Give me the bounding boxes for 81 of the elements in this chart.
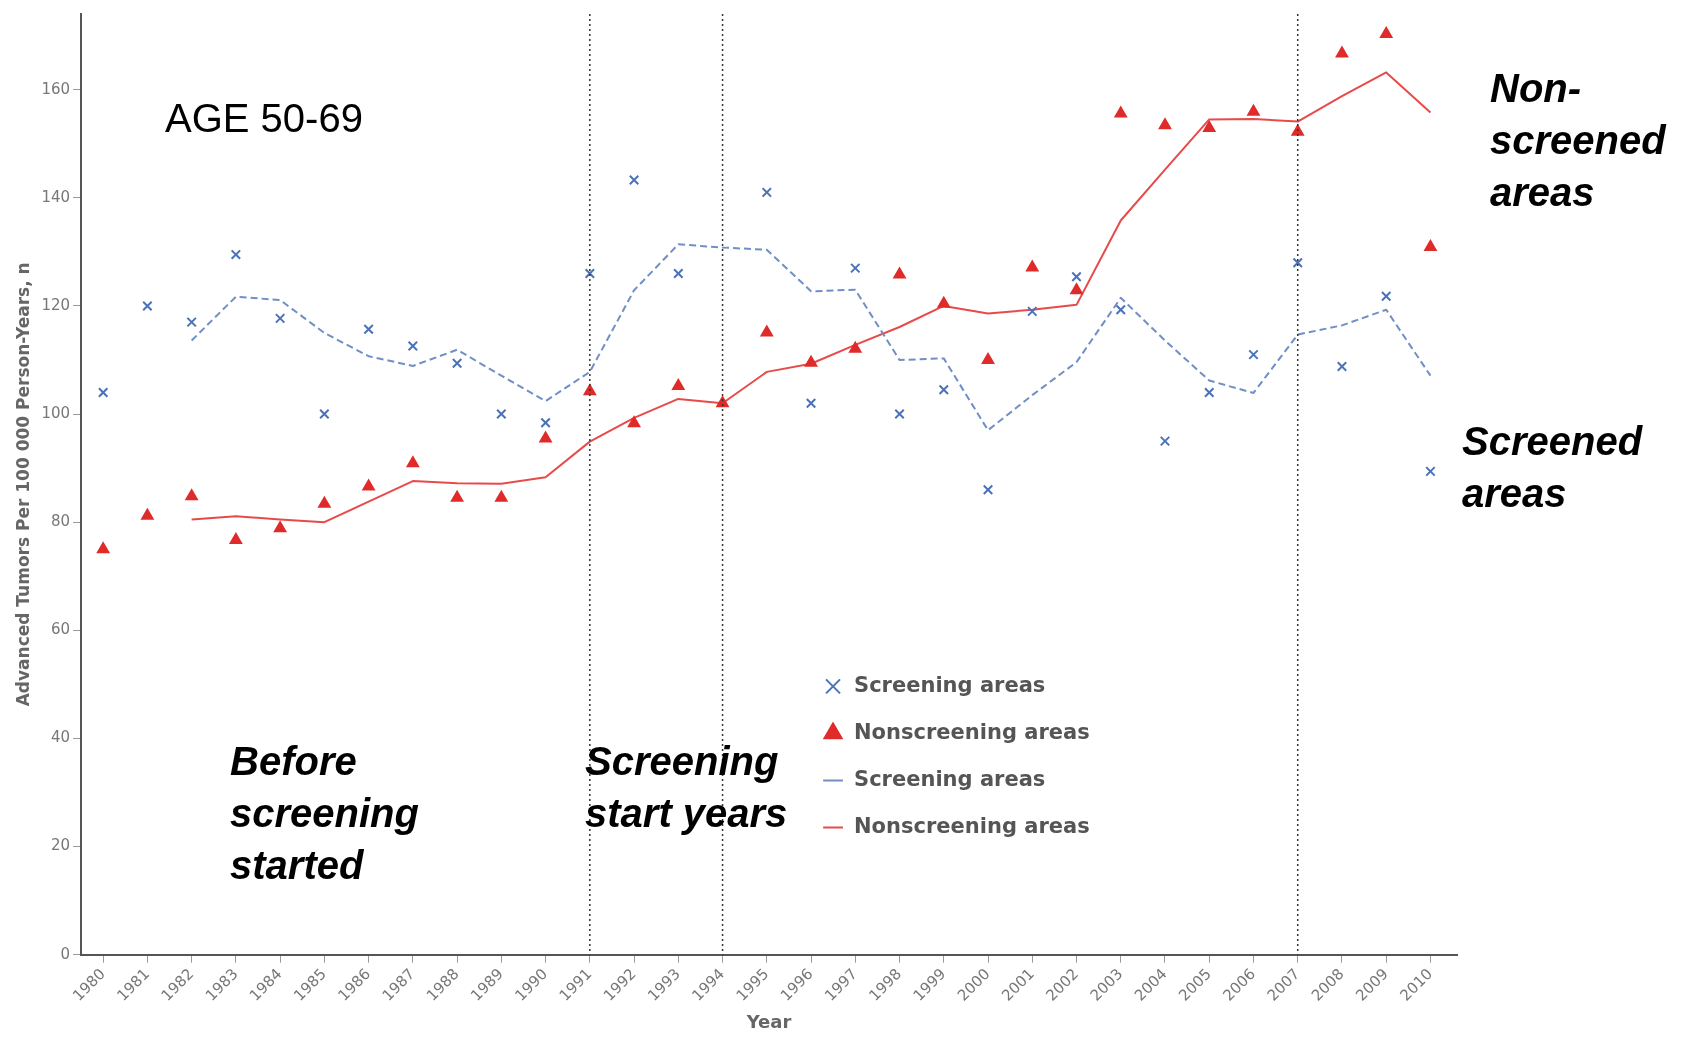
legend-label: Screening areas <box>854 672 1046 697</box>
point <box>1292 257 1303 268</box>
point <box>1159 435 1171 447</box>
point <box>893 267 906 279</box>
legend-label: Screening areas <box>854 766 1046 791</box>
point <box>760 325 773 337</box>
point <box>97 387 109 398</box>
point <box>142 300 153 312</box>
point <box>761 187 773 198</box>
annotation: Screening start years <box>585 738 789 837</box>
y-axis-title: Advanced Tumors Per 100 000 Person-Years, n <box>12 262 33 707</box>
point <box>1026 260 1039 272</box>
point <box>1027 306 1038 317</box>
point <box>1071 271 1082 282</box>
point <box>849 341 862 353</box>
point <box>1291 124 1304 136</box>
y-tick-label: 100 <box>41 403 71 422</box>
point <box>1424 240 1437 252</box>
point <box>981 353 995 364</box>
annotation: Before screening started <box>230 738 420 889</box>
point <box>96 542 110 554</box>
point <box>804 355 818 367</box>
y-tick-label: 60 <box>50 620 71 639</box>
point <box>406 456 420 468</box>
legend-label: Nonscreening areas <box>854 719 1090 744</box>
point <box>1114 106 1127 118</box>
point <box>318 496 331 508</box>
point <box>450 490 464 502</box>
point <box>363 323 374 335</box>
point <box>319 408 330 420</box>
point <box>1158 118 1172 130</box>
y-tick-label: 160 <box>41 79 71 98</box>
point <box>584 268 596 279</box>
point <box>673 268 684 279</box>
point <box>1336 361 1348 372</box>
point <box>982 484 994 495</box>
line-series <box>190 243 1432 432</box>
point <box>496 408 507 420</box>
point <box>1335 46 1349 58</box>
point <box>937 296 950 308</box>
y-tick-label: 140 <box>41 187 71 206</box>
point <box>540 417 551 428</box>
legend-label: Nonscreening areas <box>854 813 1090 838</box>
y-tick-label: 20 <box>50 836 71 855</box>
point <box>628 174 640 186</box>
point <box>229 533 243 545</box>
point <box>938 384 950 395</box>
point <box>407 340 419 352</box>
point <box>672 378 685 390</box>
point <box>850 262 861 274</box>
point <box>186 316 197 328</box>
point <box>539 431 552 443</box>
point <box>185 489 198 501</box>
annotation: AGE 50-69 <box>165 95 363 142</box>
point <box>451 358 463 369</box>
point <box>495 490 508 502</box>
y-tick-label: 40 <box>50 728 71 747</box>
point <box>1203 387 1215 398</box>
point <box>1247 104 1260 116</box>
point <box>274 313 286 324</box>
point <box>141 508 154 520</box>
y-tick-label: 0 <box>60 944 71 963</box>
point <box>894 408 905 420</box>
point <box>1203 121 1216 133</box>
text: Screened areas <box>1462 418 1644 517</box>
point <box>627 416 641 428</box>
point <box>273 521 287 533</box>
point <box>1248 349 1259 360</box>
point <box>230 249 242 260</box>
point <box>805 398 817 409</box>
point <box>1115 304 1126 315</box>
point <box>1380 27 1393 38</box>
point <box>716 396 729 408</box>
text: Non-screened areas <box>1490 65 1668 216</box>
point <box>362 479 375 491</box>
y-tick-label: 80 <box>50 512 71 531</box>
x-axis-title: Year <box>745 1010 792 1032</box>
point <box>1425 466 1436 477</box>
y-tick-label: 120 <box>41 295 71 314</box>
point <box>1070 283 1083 295</box>
point <box>1380 290 1392 302</box>
